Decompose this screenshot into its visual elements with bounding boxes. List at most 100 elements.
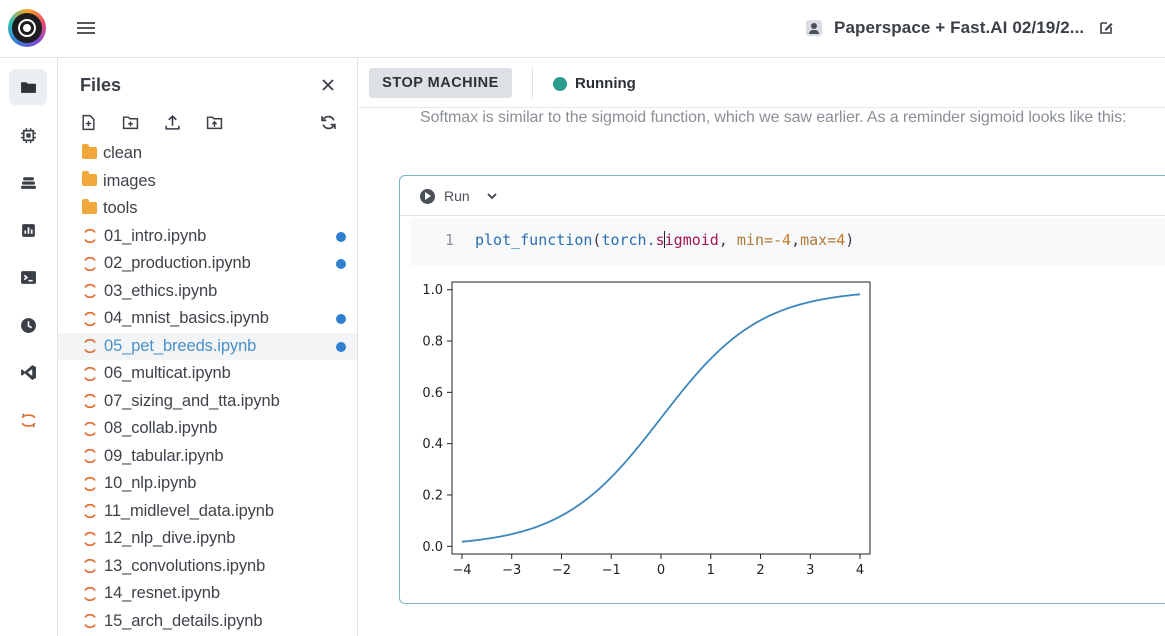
y-tick-label: 0.6 bbox=[422, 386, 443, 401]
status-dot-icon bbox=[553, 76, 567, 91]
text-caret bbox=[663, 231, 666, 248]
rail-metrics[interactable] bbox=[9, 212, 47, 248]
folder-item[interactable]: tools bbox=[58, 195, 357, 223]
notebook-item[interactable]: 11_midlevel_data.ipynb bbox=[58, 498, 357, 526]
rail-datasets[interactable] bbox=[9, 164, 47, 200]
jupyter-icon bbox=[84, 394, 96, 409]
jupyter-icon bbox=[84, 559, 96, 574]
x-tick-label: 3 bbox=[806, 563, 814, 578]
close-icon[interactable] bbox=[320, 77, 336, 93]
jupyter-icon bbox=[84, 586, 96, 601]
stop-machine-button[interactable]: STOP MACHINE bbox=[369, 68, 512, 98]
jupyter-icon bbox=[84, 421, 96, 436]
folder-icon bbox=[20, 81, 36, 93]
jupyter-icon bbox=[84, 476, 96, 491]
line-number: 1 bbox=[445, 231, 455, 249]
folder-icon bbox=[82, 198, 97, 214]
notebook-title-area: Paperspace + Fast.AI 02/19/2... bbox=[806, 16, 1114, 40]
modified-dot-icon bbox=[336, 259, 346, 269]
notebook-item[interactable]: 04_mnist_basics.ipynb bbox=[58, 305, 357, 333]
sigmoid-line bbox=[461, 293, 861, 543]
notebook-item[interactable]: 15_arch_details.ipynb bbox=[58, 608, 357, 636]
notebook-item[interactable]: 10_nlp.ipynb bbox=[58, 470, 357, 498]
file-name: 05_pet_breeds.ipynb bbox=[104, 336, 257, 355]
rail-terminal[interactable] bbox=[9, 259, 47, 295]
file-name: 14_resnet.ipynb bbox=[104, 584, 220, 603]
file-name: 06_multicat.ipynb bbox=[104, 364, 231, 383]
x-tick-label: −2 bbox=[552, 563, 571, 578]
notebook-item[interactable]: 07_sizing_and_tta.ipynb bbox=[58, 388, 357, 416]
files-panel: Files clean images tools 01_intro.ipynb 02_p… bbox=[58, 58, 358, 636]
upload-folder-icon[interactable] bbox=[206, 114, 223, 131]
jupyter-icon bbox=[84, 256, 96, 271]
rail-files[interactable] bbox=[9, 69, 47, 105]
rail-vscode[interactable] bbox=[9, 354, 47, 390]
jupyter-icon bbox=[84, 311, 96, 326]
cell-output-plot: −4 −3 −2 −1 0 1 2 3 4 0.0 0.2 0.4 0.6 0.8 1.0 bbox=[410, 275, 879, 587]
notebook-item[interactable]: 14_resnet.ipynb bbox=[58, 580, 357, 608]
code-line[interactable]: plot_function(torch.sigmoid, min=-4,max=… bbox=[475, 231, 854, 249]
new-folder-icon[interactable] bbox=[122, 114, 139, 131]
code-val-min: -4 bbox=[773, 231, 792, 249]
jupyter-icon bbox=[84, 449, 96, 464]
folder-item[interactable]: images bbox=[58, 168, 357, 196]
y-tick-label: 1.0 bbox=[422, 283, 443, 298]
notebook-item[interactable]: 06_multicat.ipynb bbox=[58, 360, 357, 388]
files-title: Files bbox=[80, 75, 122, 95]
code-eq: = bbox=[764, 231, 774, 249]
rail-machine[interactable] bbox=[9, 117, 47, 153]
run-button[interactable]: Run bbox=[420, 188, 470, 204]
rail-history[interactable] bbox=[9, 307, 47, 343]
notebook-item[interactable]: 03_ethics.ipynb bbox=[58, 278, 357, 306]
chip-icon bbox=[20, 127, 36, 143]
upload-icon[interactable] bbox=[164, 114, 181, 131]
notebook-item[interactable]: 01_intro.ipynb bbox=[58, 223, 357, 251]
folder-item[interactable]: clean bbox=[58, 140, 357, 168]
file-name: 07_sizing_and_tta.ipynb bbox=[104, 391, 280, 410]
modified-dot-icon bbox=[336, 341, 346, 352]
file-name: 04_mnist_basics.ipynb bbox=[104, 309, 269, 328]
notebook-title[interactable]: Paperspace + Fast.AI 02/19/2... bbox=[834, 18, 1085, 37]
terminal-icon bbox=[20, 270, 36, 284]
file-name: 01_intro.ipynb bbox=[104, 226, 207, 245]
refresh-icon[interactable] bbox=[320, 114, 337, 131]
chart-icon bbox=[21, 223, 35, 237]
notebook-item[interactable]: 13_convolutions.ipynb bbox=[58, 553, 357, 581]
notebook-item[interactable]: 12_nlp_dive.ipynb bbox=[58, 525, 357, 553]
clock-icon bbox=[20, 317, 36, 333]
edit-icon[interactable] bbox=[1098, 20, 1114, 36]
files-toolbar bbox=[80, 114, 338, 132]
sigmoid-chart: −4 −3 −2 −1 0 1 2 3 4 0.0 0.2 0.4 0.6 0.8 1.0 bbox=[422, 281, 871, 578]
code-cell[interactable]: Run 1 plot_function(torch.sigmoid, min=-… bbox=[399, 175, 1165, 604]
notebook-item[interactable]: 08_collab.ipynb bbox=[58, 415, 357, 443]
toolbar-divider bbox=[532, 68, 533, 98]
chevron-down-icon[interactable] bbox=[486, 190, 498, 202]
x-tick-label: 4 bbox=[856, 563, 864, 578]
jupyter-icon bbox=[84, 504, 96, 519]
code-editor[interactable]: 1 plot_function(torch.sigmoid, min=-4,ma… bbox=[411, 218, 1165, 266]
notebook-item[interactable]: 05_pet_breeds.ipynb bbox=[58, 332, 357, 360]
notebook-item[interactable]: 02_production.ipynb bbox=[58, 250, 357, 278]
modified-dot-icon bbox=[336, 314, 346, 324]
side-rail bbox=[0, 58, 58, 636]
markdown-text: Softmax is similar to the sigmoid functi… bbox=[420, 109, 1127, 126]
jupyter-icon bbox=[84, 614, 96, 629]
logo[interactable] bbox=[8, 9, 46, 47]
new-file-icon[interactable] bbox=[80, 114, 97, 131]
code-attr-a: s bbox=[655, 231, 665, 249]
file-name: 11_midlevel_data.ipynb bbox=[104, 501, 274, 520]
x-tick-label: −4 bbox=[452, 563, 471, 578]
code-val-max: 4 bbox=[836, 231, 846, 249]
jupyter-icon bbox=[84, 366, 96, 381]
menu-icon[interactable] bbox=[77, 19, 95, 37]
jupyter-icon bbox=[84, 339, 96, 354]
x-tick-label: 0 bbox=[657, 563, 665, 578]
file-name: 08_collab.ipynb bbox=[104, 419, 218, 438]
notebook-item[interactable]: 09_tabular.ipynb bbox=[58, 443, 357, 471]
file-name: 12_nlp_dive.ipynb bbox=[104, 529, 236, 548]
x-tick-label: −1 bbox=[602, 563, 621, 578]
file-list: clean images tools 01_intro.ipynb 02_product… bbox=[58, 140, 357, 635]
rail-jupyter[interactable] bbox=[9, 402, 47, 438]
file-name: 03_ethics.ipynb bbox=[104, 281, 218, 300]
code-attr-b: igmoid bbox=[664, 231, 719, 249]
